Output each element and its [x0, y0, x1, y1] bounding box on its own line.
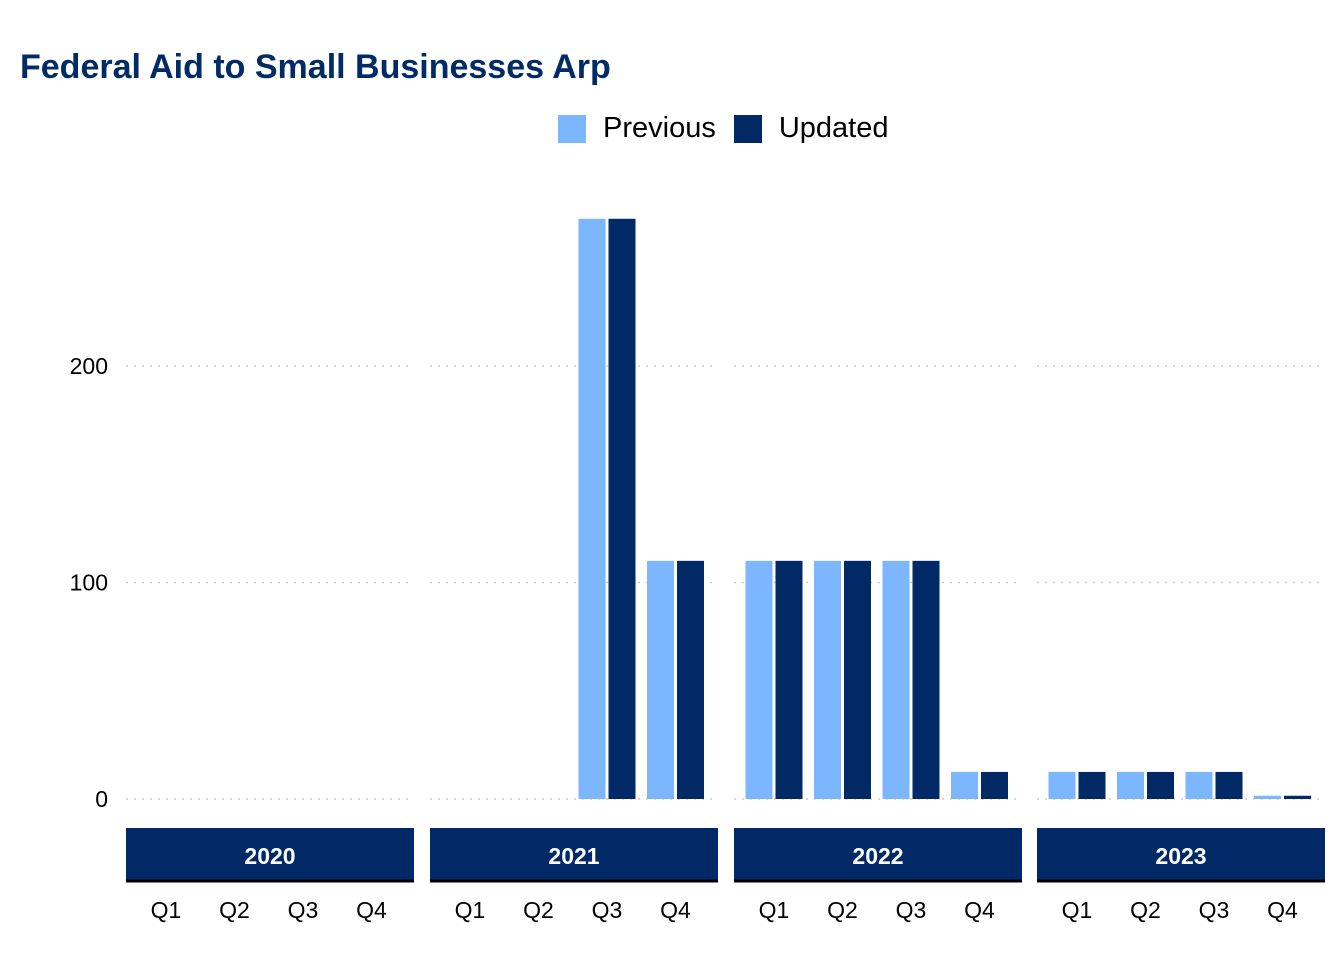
y-tick-label: 0	[95, 786, 108, 812]
bar-updated-2022-Q4	[981, 771, 1008, 799]
legend-label-updated: Updated	[778, 112, 889, 144]
bar-previous-2023-Q2	[1117, 771, 1144, 799]
x-tick-label-2020-Q1: Q1	[151, 897, 182, 923]
x-tick-label-2022-Q2: Q2	[827, 897, 858, 923]
x-tick-label-2023-Q1: Q1	[1062, 897, 1093, 923]
y-tick-label: 100	[70, 570, 108, 596]
legend-item-previous: Previous	[558, 112, 716, 145]
bar-previous-2021-Q4	[647, 560, 674, 799]
bar-updated-2023-Q3	[1215, 771, 1243, 799]
x-tick-label-2023-Q3: Q3	[1199, 897, 1230, 923]
facet-label-2020: 2020	[244, 843, 295, 869]
bar-previous-2021-Q3	[578, 218, 606, 799]
bar-updated-2023-Q2	[1147, 771, 1174, 799]
bar-updated-2022-Q1	[775, 560, 803, 799]
bar-previous-2022-Q1	[745, 560, 773, 799]
bar-previous-2023-Q4	[1254, 795, 1281, 799]
bar-updated-2022-Q2	[844, 560, 871, 799]
bar-previous-2023-Q3	[1185, 771, 1213, 799]
facet-label-2022: 2022	[852, 843, 903, 869]
x-tick-label-2022-Q4: Q4	[964, 897, 995, 923]
legend: Previous Updated	[558, 112, 906, 145]
legend-swatch-updated	[733, 114, 762, 143]
bar-previous-2023-Q1	[1048, 771, 1076, 799]
x-tick-label-2021-Q2: Q2	[523, 897, 554, 923]
facet-strip-2020	[126, 828, 414, 880]
x-tick-label-2022-Q1: Q1	[759, 897, 790, 923]
y-tick-label: 200	[70, 353, 108, 379]
legend-item-updated: Updated	[733, 112, 889, 145]
x-tick-label-2021-Q4: Q4	[660, 897, 691, 923]
facet-label-2023: 2023	[1155, 843, 1206, 869]
facet-label-2021: 2021	[548, 843, 599, 869]
facet-strip-2021	[430, 828, 718, 880]
legend-swatch-previous	[558, 114, 586, 143]
x-tick-label-2020-Q2: Q2	[219, 897, 250, 923]
bar-updated-2022-Q3	[912, 560, 940, 799]
bar-previous-2022-Q3	[882, 560, 910, 799]
chart-title: Federal Aid to Small Businesses Arp	[20, 48, 611, 86]
facet-strip-2022	[734, 828, 1022, 880]
facet-strip-2023	[1037, 828, 1325, 880]
x-tick-label-2023-Q2: Q2	[1130, 897, 1161, 923]
legend-label-previous: Previous	[603, 112, 716, 144]
bar-updated-2023-Q1	[1078, 771, 1106, 799]
bar-updated-2023-Q4	[1284, 795, 1311, 799]
x-tick-label-2021-Q1: Q1	[455, 897, 486, 923]
x-tick-label-2021-Q3: Q3	[592, 897, 623, 923]
x-tick-label-2020-Q3: Q3	[288, 897, 319, 923]
x-tick-label-2023-Q4: Q4	[1267, 897, 1298, 923]
bar-previous-2022-Q2	[814, 560, 841, 799]
bar-previous-2022-Q4	[951, 771, 978, 799]
bar-updated-2021-Q3	[608, 218, 636, 799]
bar-updated-2021-Q4	[677, 560, 704, 799]
x-tick-label-2020-Q4: Q4	[356, 897, 387, 923]
x-tick-label-2022-Q3: Q3	[896, 897, 927, 923]
